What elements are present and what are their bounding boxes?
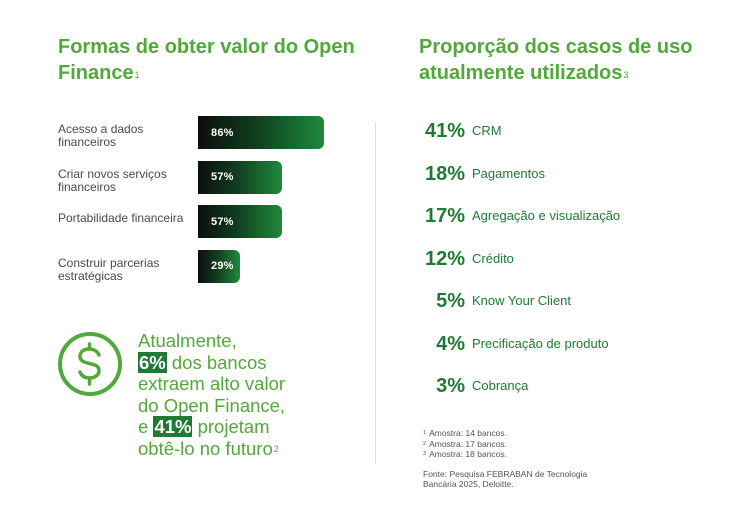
bar-value-label: 57% <box>211 215 234 228</box>
use-case-percentage: 12% <box>424 247 465 270</box>
use-case-row: 4% Precificação de produto <box>408 330 738 358</box>
use-case-percentage: 41% <box>424 120 465 142</box>
use-case-percentage: 18% <box>424 162 465 185</box>
highlight-footnote-mark: 2 <box>273 443 279 454</box>
bar-category-label: Acesso a dados financeiros <box>58 122 144 149</box>
use-case-label: Pagamentos <box>472 165 545 181</box>
bar-value-label: 29% <box>211 260 234 272</box>
use-case-row: 18% Pagamentos <box>408 160 738 188</box>
use-case-row: 3% Cobrança <box>408 372 738 400</box>
bar-category-label: Construir parcerias estratégicas <box>58 255 160 283</box>
use-case-label: Crédito <box>472 250 514 266</box>
use-case-percentage: 5% <box>436 290 465 312</box>
left-title-footnote-mark: 1 <box>134 70 140 80</box>
bar: 57% <box>198 205 282 238</box>
use-case-row: 41% CRM <box>408 117 738 145</box>
use-case-row: 5% Know Your Client <box>408 287 738 315</box>
column-divider <box>375 122 376 464</box>
bar: 29% <box>198 249 240 283</box>
source-note: Fonte: Pesquisa FEBRABAN de Tecnologia B… <box>423 468 588 490</box>
use-case-label: Cobrança <box>472 378 529 393</box>
right-chart-title: Proporção dos casos de uso atualmente ut… <box>419 36 693 84</box>
use-case-label: CRM <box>472 123 502 138</box>
bar-category-label: Criar novos serviços financeiros <box>58 166 167 194</box>
footnotes: 1 Amostra: 14 bancos. 2 Amostra: 17 bancos… <box>423 428 623 490</box>
use-case-row: 12% Crédito <box>408 245 738 273</box>
use-case-label: Know Your Client <box>472 293 572 308</box>
use-case-label: Agregação e visualização <box>472 208 621 223</box>
footnote-2: 2 Amostra: 17 bancos. <box>423 438 508 449</box>
left-chart-title: Formas de obter valor do Open Finance1 <box>58 36 355 84</box>
use-case-label: Precificação de produto <box>472 335 609 351</box>
bar-value-label: 57% <box>211 171 234 183</box>
use-case-row: 17% Agregação e visualização <box>408 202 738 230</box>
highlight-pct-current: 6% <box>138 351 167 373</box>
highlight-statement: Atualmente, 6% dos bancos extraem alto val… <box>138 330 286 459</box>
footnote-3: 3 Amostra: 18 bancos. <box>423 449 508 459</box>
footnote-1: 1 Amostra: 14 bancos. <box>423 428 508 438</box>
use-case-percentage: 17% <box>424 205 465 227</box>
bar-category-label: Portabilidade financeira <box>58 211 184 225</box>
highlight-pct-future: 41% <box>153 416 193 438</box>
dollar-circle-icon <box>58 332 122 396</box>
use-case-percentage: 3% <box>436 375 465 397</box>
right-title-footnote-mark: 3 <box>623 70 629 80</box>
use-case-percentage: 4% <box>436 332 465 355</box>
value-bar-chart: Acesso a dados financeiros 86% Criar novos… <box>58 116 358 296</box>
bar: 86% <box>198 116 324 149</box>
bar-value-label: 86% <box>211 126 234 139</box>
bar: 57% <box>198 160 282 194</box>
